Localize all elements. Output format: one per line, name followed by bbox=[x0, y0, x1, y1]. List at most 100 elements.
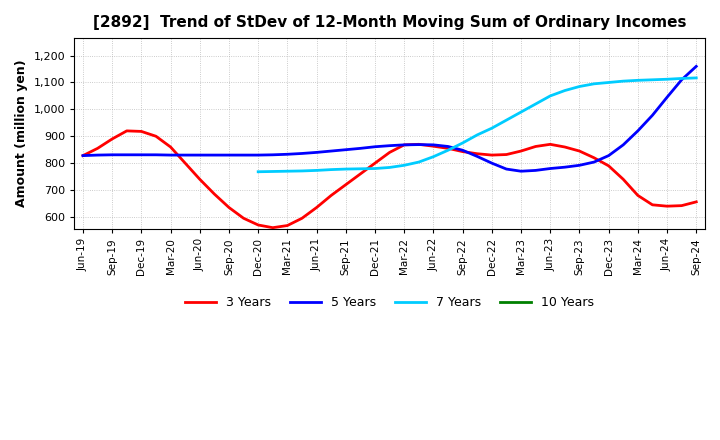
5 Years bbox=[502, 166, 510, 172]
7 Years bbox=[604, 80, 613, 85]
3 Years bbox=[415, 142, 423, 147]
7 Years bbox=[531, 101, 540, 106]
3 Years bbox=[678, 203, 686, 208]
5 Years bbox=[254, 152, 263, 158]
7 Years bbox=[415, 159, 423, 165]
3 Years bbox=[239, 216, 248, 221]
3 Years bbox=[531, 144, 540, 149]
3 Years bbox=[181, 161, 189, 166]
3 Years bbox=[487, 152, 496, 158]
7 Years bbox=[400, 163, 408, 168]
5 Years bbox=[575, 163, 584, 168]
5 Years bbox=[312, 150, 321, 155]
3 Years bbox=[122, 128, 131, 133]
7 Years bbox=[634, 78, 642, 83]
3 Years bbox=[269, 225, 277, 230]
3 Years bbox=[210, 191, 219, 197]
7 Years bbox=[575, 84, 584, 89]
7 Years bbox=[678, 76, 686, 81]
5 Years bbox=[166, 152, 175, 158]
3 Years bbox=[604, 163, 613, 169]
3 Years bbox=[575, 148, 584, 154]
3 Years bbox=[400, 142, 408, 147]
7 Years bbox=[648, 77, 657, 82]
5 Years bbox=[137, 152, 145, 158]
3 Years bbox=[560, 144, 569, 150]
Title: [2892]  Trend of StDev of 12-Month Moving Sum of Ordinary Incomes: [2892] Trend of StDev of 12-Month Moving… bbox=[93, 15, 686, 30]
3 Years bbox=[502, 152, 510, 157]
3 Years bbox=[152, 134, 161, 139]
5 Years bbox=[619, 142, 628, 147]
5 Years bbox=[473, 154, 482, 159]
5 Years bbox=[94, 152, 102, 158]
7 Years bbox=[327, 167, 336, 172]
5 Years bbox=[371, 144, 379, 150]
7 Years bbox=[692, 75, 701, 81]
7 Years bbox=[429, 154, 438, 159]
5 Years bbox=[634, 128, 642, 133]
3 Years bbox=[429, 143, 438, 149]
5 Years bbox=[692, 64, 701, 69]
3 Years bbox=[371, 161, 379, 166]
5 Years bbox=[195, 152, 204, 158]
7 Years bbox=[297, 169, 306, 174]
5 Years bbox=[283, 152, 292, 157]
3 Years bbox=[283, 223, 292, 228]
7 Years bbox=[590, 81, 598, 87]
5 Years bbox=[108, 152, 117, 158]
Line: 7 Years: 7 Years bbox=[258, 78, 696, 172]
3 Years bbox=[356, 171, 365, 176]
Legend: 3 Years, 5 Years, 7 Years, 10 Years: 3 Years, 5 Years, 7 Years, 10 Years bbox=[180, 291, 599, 315]
7 Years bbox=[254, 169, 263, 174]
5 Years bbox=[152, 152, 161, 158]
Line: 5 Years: 5 Years bbox=[83, 66, 696, 171]
3 Years bbox=[648, 202, 657, 208]
5 Years bbox=[531, 168, 540, 173]
5 Years bbox=[400, 142, 408, 147]
3 Years bbox=[459, 149, 467, 154]
5 Years bbox=[560, 165, 569, 170]
5 Years bbox=[429, 142, 438, 147]
5 Years bbox=[225, 152, 233, 158]
Y-axis label: Amount (million yen): Amount (million yen) bbox=[15, 60, 28, 207]
5 Years bbox=[327, 148, 336, 154]
3 Years bbox=[517, 148, 526, 154]
5 Years bbox=[78, 153, 87, 158]
5 Years bbox=[341, 147, 350, 152]
7 Years bbox=[269, 169, 277, 174]
5 Years bbox=[415, 142, 423, 147]
7 Years bbox=[662, 77, 671, 82]
7 Years bbox=[356, 166, 365, 172]
5 Years bbox=[662, 95, 671, 100]
5 Years bbox=[487, 161, 496, 166]
3 Years bbox=[94, 146, 102, 151]
7 Years bbox=[560, 88, 569, 93]
5 Years bbox=[210, 152, 219, 158]
5 Years bbox=[122, 152, 131, 158]
7 Years bbox=[459, 140, 467, 146]
5 Years bbox=[678, 77, 686, 82]
3 Years bbox=[108, 136, 117, 142]
3 Years bbox=[327, 193, 336, 198]
3 Years bbox=[137, 129, 145, 134]
5 Years bbox=[385, 143, 394, 148]
3 Years bbox=[312, 205, 321, 210]
7 Years bbox=[444, 147, 452, 153]
3 Years bbox=[590, 155, 598, 161]
7 Years bbox=[312, 168, 321, 173]
5 Years bbox=[546, 166, 554, 171]
7 Years bbox=[546, 93, 554, 99]
3 Years bbox=[195, 176, 204, 182]
7 Years bbox=[517, 110, 526, 115]
7 Years bbox=[341, 166, 350, 172]
5 Years bbox=[269, 152, 277, 158]
3 Years bbox=[78, 153, 87, 158]
5 Years bbox=[297, 151, 306, 156]
7 Years bbox=[385, 165, 394, 170]
5 Years bbox=[590, 159, 598, 165]
7 Years bbox=[371, 166, 379, 171]
5 Years bbox=[444, 144, 452, 149]
5 Years bbox=[604, 153, 613, 158]
3 Years bbox=[225, 205, 233, 210]
7 Years bbox=[502, 117, 510, 123]
